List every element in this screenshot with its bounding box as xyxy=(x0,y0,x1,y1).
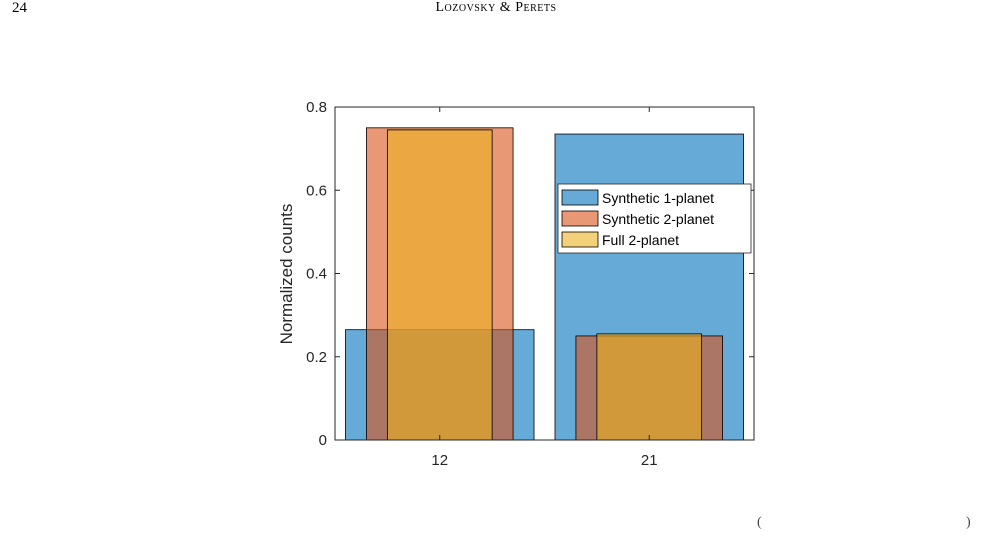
legend: Synthetic 1-planet Synthetic 2-planet Full… xyxy=(557,183,752,254)
x-tick-label: 12 xyxy=(431,452,448,469)
bar-full-2-planet-12 xyxy=(386,129,493,441)
legend-label: Synthetic 2-planet xyxy=(602,211,714,227)
y-tick-label: 0.2 xyxy=(306,349,327,366)
running-head: Lozovsky & Perets xyxy=(435,0,557,15)
y-tick-label: 0.4 xyxy=(306,266,327,283)
x-ticks: 12 21 xyxy=(431,107,658,469)
page-number: 24 xyxy=(12,0,27,16)
edge-mark-left: ( xyxy=(757,515,762,530)
edge-mark-right: ) xyxy=(966,515,971,530)
y-tick-label: 0 xyxy=(319,432,327,449)
legend-swatch xyxy=(561,231,599,248)
y-axis-label: Normalized counts xyxy=(277,204,296,345)
y-ticks: 0 0.2 0.4 0.6 0.8 xyxy=(306,99,754,449)
legend-label: Full 2-planet xyxy=(602,232,679,248)
y-tick-label: 0.8 xyxy=(306,99,327,116)
legend-swatch xyxy=(561,189,599,206)
bar-full-2-planet-21 xyxy=(596,333,703,441)
legend-swatch xyxy=(561,210,599,227)
legend-label: Synthetic 1-planet xyxy=(602,190,714,206)
x-tick-label: 21 xyxy=(641,452,658,469)
y-tick-label: 0.6 xyxy=(306,182,327,199)
